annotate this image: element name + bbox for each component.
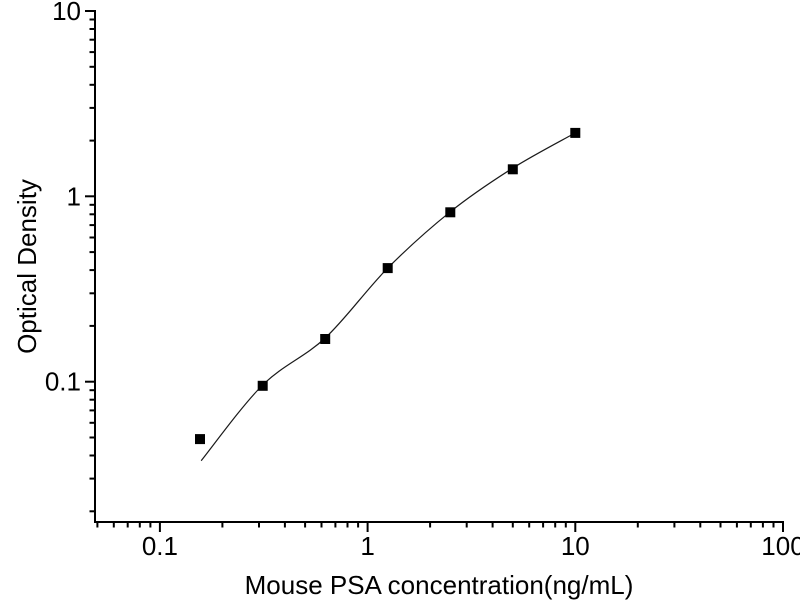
data-point-marker bbox=[195, 434, 205, 445]
fit-curve-line bbox=[200, 132, 576, 462]
data-point-marker bbox=[320, 334, 331, 344]
data-point-marker bbox=[382, 263, 393, 274]
data-point-marker bbox=[257, 380, 268, 391]
data-point-marker bbox=[445, 207, 456, 218]
data-point-marker bbox=[570, 127, 581, 138]
y-tick-label: 1 bbox=[67, 181, 81, 211]
x-tick-label: 1 bbox=[360, 531, 374, 561]
x-axis-title: Mouse PSA concentration(ng/mL) bbox=[244, 570, 634, 600]
y-tick-label: 0.1 bbox=[45, 367, 81, 397]
x-tick-label: 100 bbox=[761, 531, 800, 561]
x-tick-label: 10 bbox=[561, 531, 590, 561]
data-point-marker bbox=[507, 164, 518, 175]
y-axis-title: Optical Density bbox=[12, 179, 42, 354]
x-tick-label: 0.1 bbox=[142, 531, 178, 561]
y-tick-label: 10 bbox=[52, 0, 81, 26]
